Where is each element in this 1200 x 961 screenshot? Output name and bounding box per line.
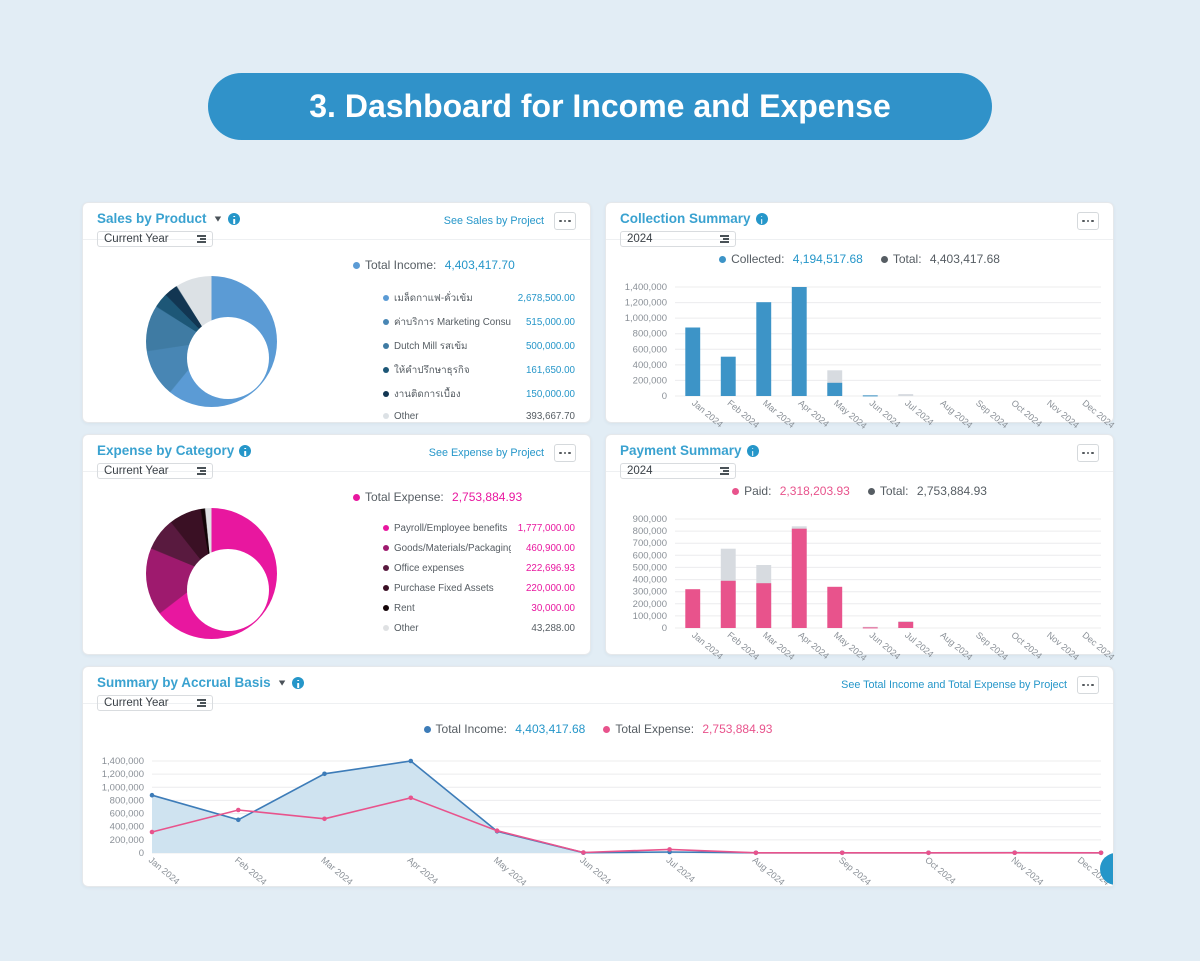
svg-text:1,200,000: 1,200,000	[102, 769, 144, 780]
svg-text:1,200,000: 1,200,000	[625, 298, 667, 309]
svg-text:Feb 2024: Feb 2024	[726, 398, 762, 430]
svg-text:600,000: 600,000	[633, 344, 667, 355]
svg-text:Jan 2024: Jan 2024	[690, 398, 725, 429]
svg-text:Jan 2024: Jan 2024	[690, 630, 725, 661]
svg-text:Jun 2024: Jun 2024	[868, 630, 903, 661]
svg-text:500,000: 500,000	[633, 562, 667, 573]
svg-text:0: 0	[139, 848, 144, 859]
svg-text:300,000: 300,000	[633, 587, 667, 598]
svg-text:Dec 2024: Dec 2024	[1081, 630, 1117, 662]
svg-text:0: 0	[662, 623, 667, 634]
svg-text:Feb 2024: Feb 2024	[233, 855, 269, 887]
svg-text:Jul 2024: Jul 2024	[903, 398, 935, 428]
svg-text:Sep 2024: Sep 2024	[837, 855, 873, 887]
svg-text:Dec 2024: Dec 2024	[1081, 398, 1117, 430]
svg-text:1,400,000: 1,400,000	[625, 282, 667, 293]
svg-text:400,000: 400,000	[110, 822, 144, 833]
svg-text:700,000: 700,000	[633, 538, 667, 549]
svg-text:Nov 2024: Nov 2024	[1045, 630, 1081, 662]
svg-text:200,000: 200,000	[110, 835, 144, 846]
svg-text:Apr 2024: Apr 2024	[797, 630, 831, 661]
svg-text:Jul 2024: Jul 2024	[903, 630, 935, 660]
svg-text:Jul 2024: Jul 2024	[664, 855, 696, 885]
svg-text:100,000: 100,000	[633, 611, 667, 622]
svg-text:400,000: 400,000	[633, 360, 667, 371]
svg-text:800,000: 800,000	[110, 795, 144, 806]
svg-text:Oct 2024: Oct 2024	[1010, 398, 1044, 429]
svg-text:900,000: 900,000	[633, 514, 667, 525]
svg-text:Apr 2024: Apr 2024	[406, 855, 440, 886]
svg-text:1,000,000: 1,000,000	[102, 782, 144, 793]
svg-text:Mar 2024: Mar 2024	[761, 630, 797, 662]
svg-text:Apr 2024: Apr 2024	[797, 398, 831, 429]
svg-text:600,000: 600,000	[633, 550, 667, 561]
svg-text:800,000: 800,000	[633, 526, 667, 537]
svg-text:1,000,000: 1,000,000	[625, 313, 667, 324]
svg-text:Jun 2024: Jun 2024	[868, 398, 903, 429]
svg-text:Aug 2024: Aug 2024	[939, 630, 975, 662]
svg-text:Aug 2024: Aug 2024	[751, 855, 787, 887]
svg-text:200,000: 200,000	[633, 599, 667, 610]
svg-text:May 2024: May 2024	[492, 855, 529, 887]
svg-text:Jan 2024: Jan 2024	[147, 855, 182, 886]
svg-text:1,400,000: 1,400,000	[102, 756, 144, 767]
svg-text:Sep 2024: Sep 2024	[974, 630, 1010, 662]
svg-text:Oct 2024: Oct 2024	[923, 855, 957, 886]
svg-text:Sep 2024: Sep 2024	[974, 398, 1010, 430]
svg-text:0: 0	[662, 391, 667, 402]
svg-text:800,000: 800,000	[633, 329, 667, 340]
svg-text:Oct 2024: Oct 2024	[1010, 630, 1044, 661]
svg-text:200,000: 200,000	[633, 375, 667, 386]
svg-text:Nov 2024: Nov 2024	[1045, 398, 1081, 430]
svg-text:Mar 2024: Mar 2024	[761, 398, 797, 430]
svg-text:Jun 2024: Jun 2024	[578, 855, 613, 886]
svg-text:400,000: 400,000	[633, 575, 667, 586]
svg-text:Nov 2024: Nov 2024	[1009, 855, 1045, 887]
svg-text:Feb 2024: Feb 2024	[726, 630, 762, 662]
svg-text:600,000: 600,000	[110, 809, 144, 820]
svg-text:Mar 2024: Mar 2024	[319, 855, 355, 887]
svg-text:Aug 2024: Aug 2024	[939, 398, 975, 430]
svg-text:May 2024: May 2024	[832, 398, 869, 431]
svg-text:May 2024: May 2024	[832, 630, 869, 663]
